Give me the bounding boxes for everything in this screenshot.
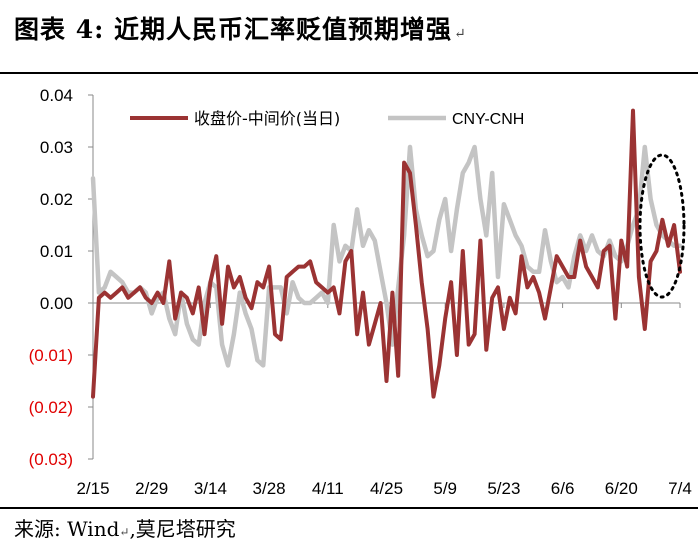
top-rule (0, 72, 698, 74)
source-note: 来源: Wind↵,莫尼塔研究 (14, 517, 236, 541)
y-tick-label: (0.01) (29, 346, 73, 365)
source-mark: ↵ (119, 525, 130, 539)
x-tick-label: 6/20 (605, 479, 638, 498)
y-tick-label: 0.04 (40, 86, 73, 105)
x-tick-label: 5/9 (433, 479, 457, 498)
series-line-cny-cnh (90, 144, 683, 368)
legend-label-series2: CNY-CNH (452, 111, 524, 128)
return-mark: ↵ (454, 26, 467, 42)
x-tick-label: 4/11 (312, 479, 344, 498)
series-line-close-minus-mid (91, 108, 682, 399)
chart-title: 图表 4: 近期人民币汇率贬值预期增强 ↵ (14, 15, 467, 44)
y-tick-label: 0.02 (40, 190, 73, 209)
y-tick-label: 0.00 (40, 294, 73, 313)
y-tick-label: 0.03 (40, 138, 73, 157)
x-tick-label: 7/4 (668, 479, 692, 498)
x-tick-labels: 2/15 2/29 3/14 3/28 4/11 4/25 5/9 5/23 6/6 6/20 7/… (76, 303, 692, 498)
y-tick-label: (0.03) (29, 450, 73, 469)
bottom-rule (0, 507, 698, 509)
y-tick-label: 0.01 (40, 242, 73, 261)
x-tick-label: 6/6 (551, 479, 575, 498)
x-tick-label: 5/23 (487, 479, 520, 498)
y-tick-label: (0.02) (29, 398, 73, 417)
legend-label-series1: 收盘价-中间价(当日) (194, 109, 340, 128)
x-tick-label: 3/28 (253, 479, 286, 498)
series-lines (90, 108, 683, 399)
legend: 收盘价-中间价(当日) CNY-CNH (130, 109, 524, 128)
x-tick-label: 2/29 (135, 479, 168, 498)
annotation-layer (638, 153, 686, 299)
x-tick-label: 4/25 (370, 479, 403, 498)
annotation-dotted-ellipse (638, 153, 686, 299)
x-tick-label: 3/14 (194, 479, 227, 498)
y-tick-labels: 0.04 0.03 0.02 0.01 0.00 (0.01) (0.02) (0.03) (29, 86, 93, 469)
x-tick-label: 2/15 (76, 479, 109, 498)
